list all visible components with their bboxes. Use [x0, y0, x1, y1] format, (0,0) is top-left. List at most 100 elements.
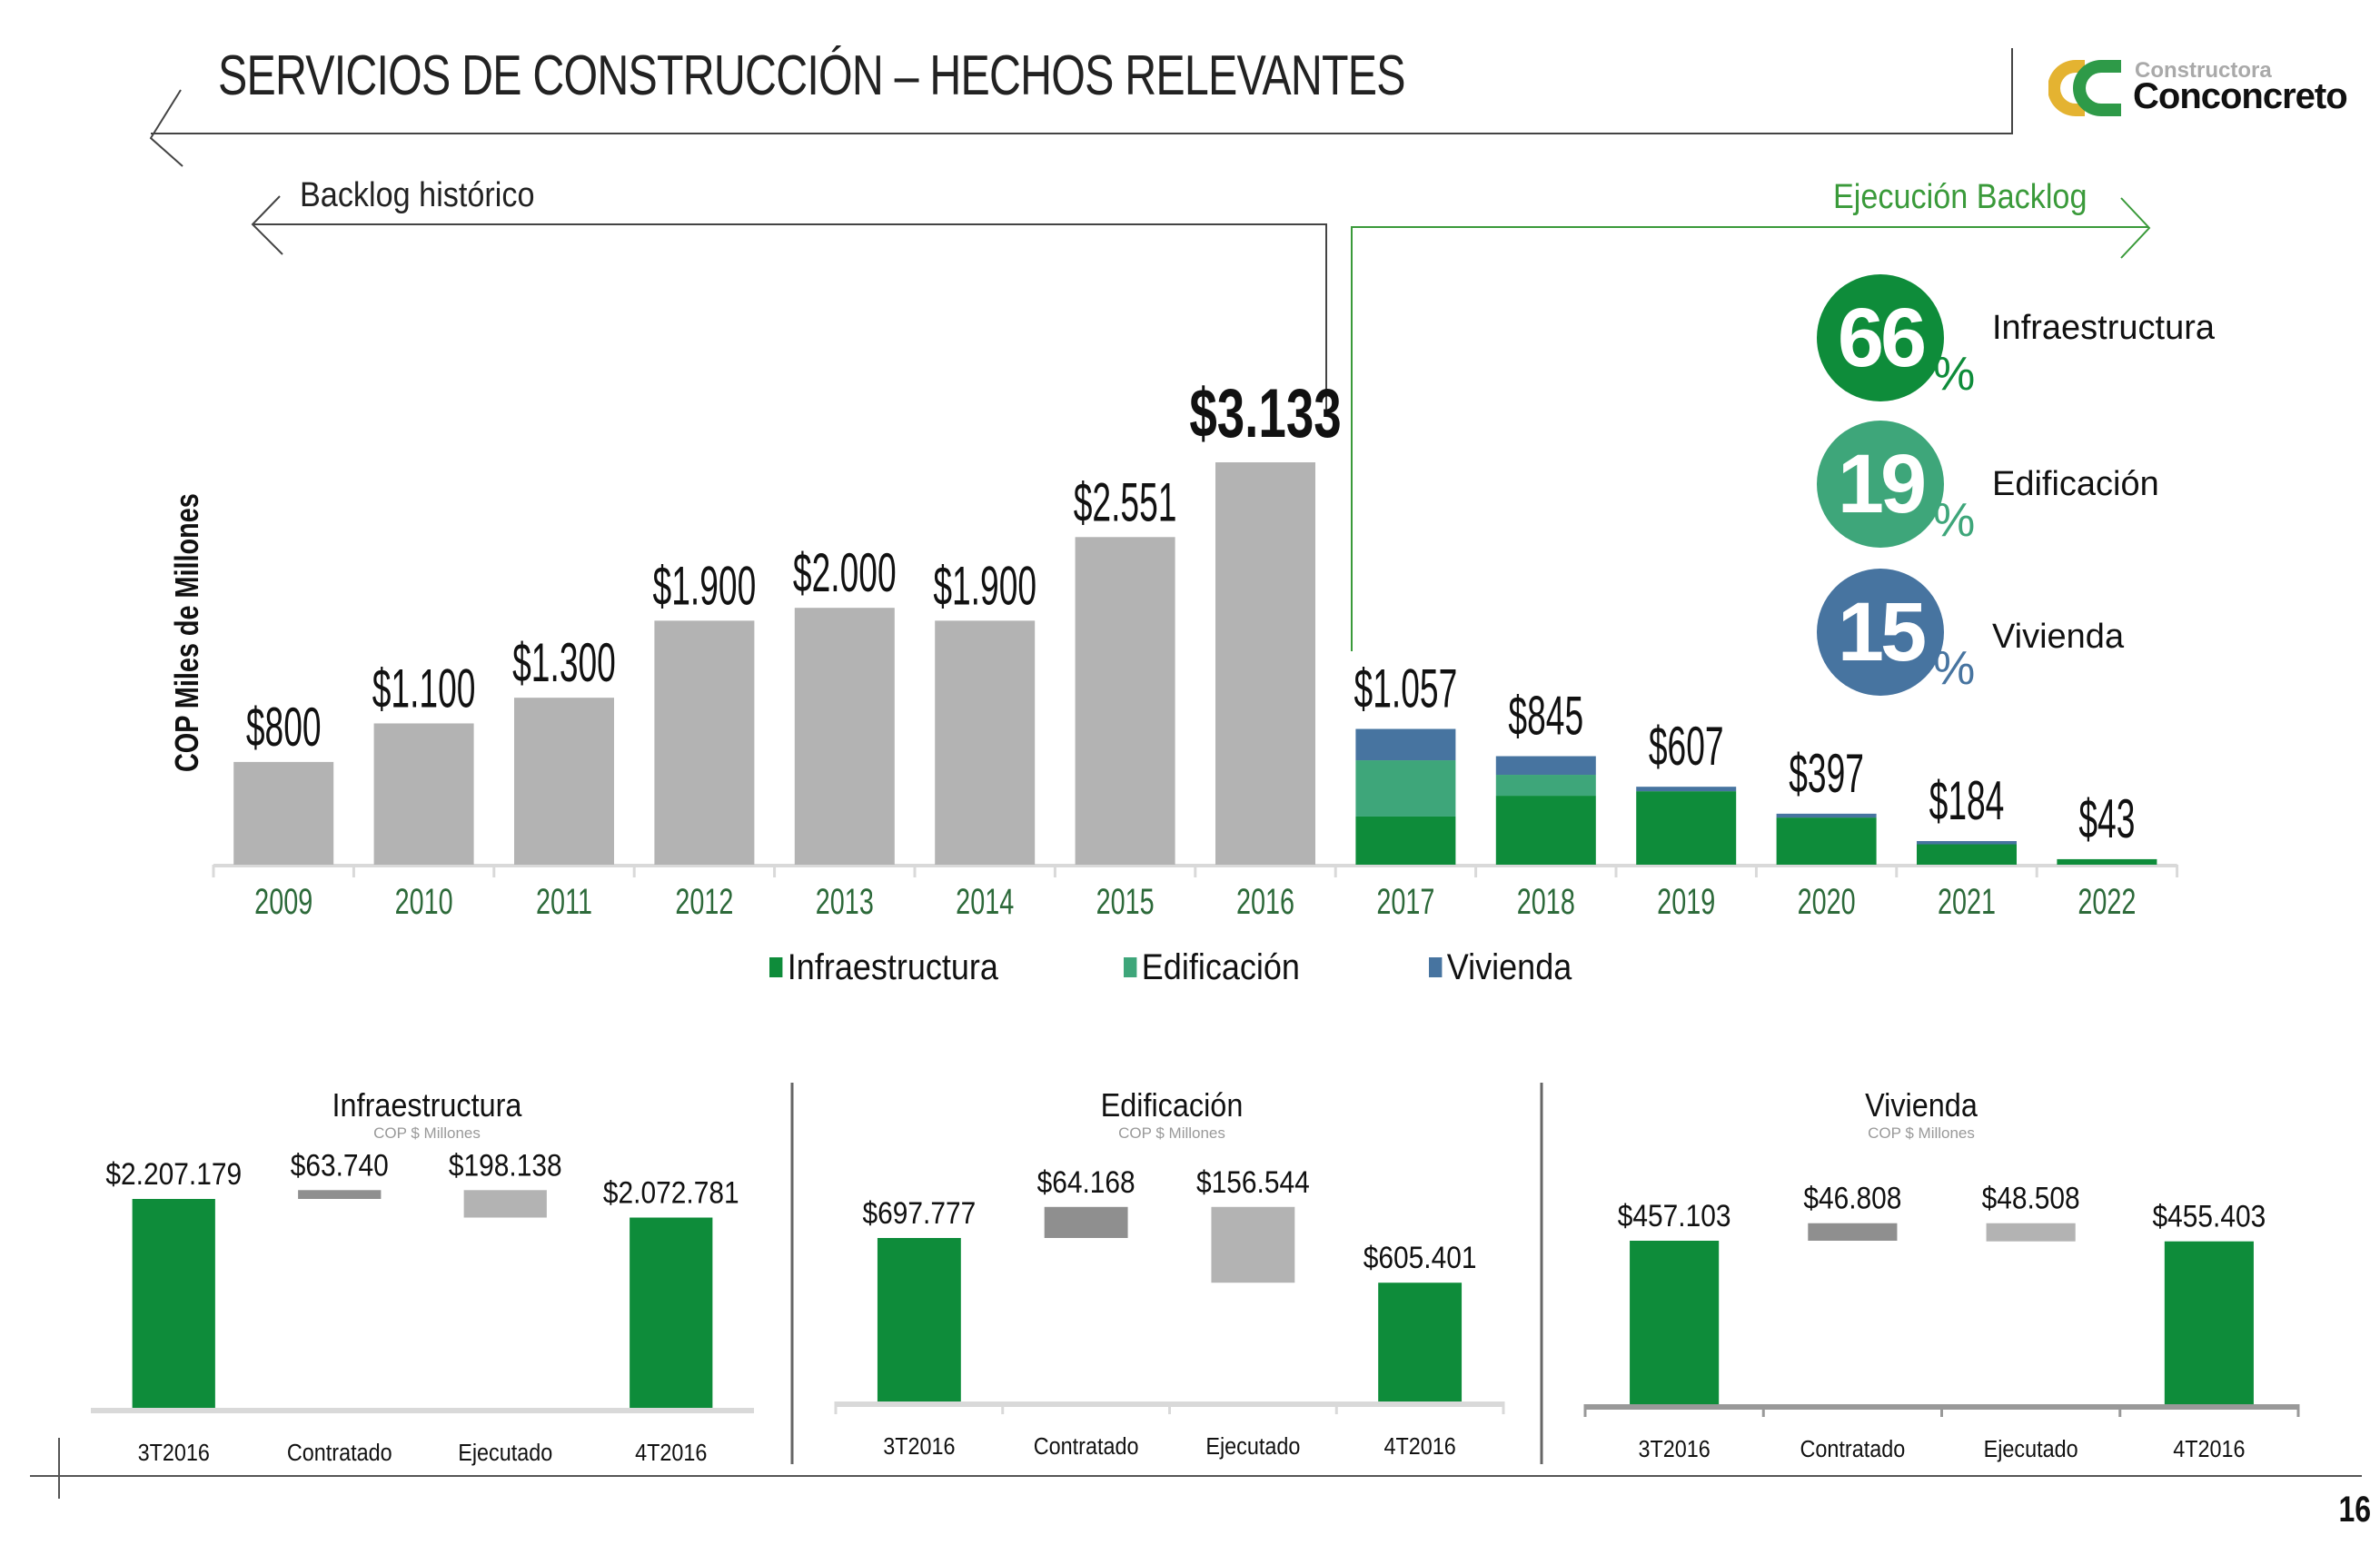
bar-value-label: $607: [1649, 716, 1724, 777]
opening-balance-bar: [1630, 1241, 1720, 1404]
contratado-bar: [1808, 1223, 1898, 1241]
waterfall-title-infraestructura: Infraestructura: [332, 1086, 522, 1124]
x-tick-label: 2020: [1798, 881, 1856, 922]
vivienda-segment: [1917, 840, 2017, 845]
header-arrow-line: [151, 48, 2013, 134]
waterfall-category-label: 4T2016: [1383, 1434, 1455, 1460]
percent-sign: %: [1933, 494, 1976, 547]
backlog-arrow-head: [251, 195, 283, 255]
vivienda-segment: [1776, 813, 1877, 818]
historic-bar: [794, 608, 895, 865]
waterfall-subtitle: COP $ Millones: [1868, 1124, 1975, 1142]
bar-value-label: $184: [1929, 770, 2005, 831]
ejecutado-bar: [1986, 1223, 2076, 1242]
edificacion-segment: [1355, 760, 1456, 817]
waterfall-category-label: Ejecutado: [1984, 1437, 2078, 1462]
vivienda-segment: [1495, 756, 1596, 776]
percent-sign: %: [1933, 642, 1976, 695]
waterfall-title-edificacion: Edificación: [1100, 1086, 1244, 1124]
infraestructura-segment: [1636, 791, 1737, 865]
backlog-arrow-line: [253, 223, 1327, 411]
x-tick-label: 2011: [536, 881, 592, 922]
waterfall-value-label: $46.808: [1803, 1181, 1901, 1215]
historic-bar: [514, 698, 614, 865]
waterfall-subtitle: COP $ Millones: [1118, 1124, 1225, 1142]
legend-swatch: [1429, 957, 1443, 977]
mix-percent-value: 15: [1837, 586, 1927, 678]
infraestructura-segment: [1776, 817, 1877, 865]
logo-name: Conconcreto: [2133, 76, 2348, 116]
bar-value-label: $2.000: [793, 542, 897, 603]
waterfall-category-label: Contratado: [1800, 1437, 1906, 1462]
page-title: SERVICIOS DE CONSTRUCCIÓN – HECHOS RELEV…: [218, 45, 1405, 107]
bar-value-label: $1.900: [933, 555, 1036, 616]
ejecutado-bar: [463, 1190, 547, 1218]
opening-balance-bar: [132, 1199, 215, 1408]
bar-value-label: $1.100: [372, 658, 476, 718]
waterfall-value-label: $2.207.179: [105, 1156, 242, 1191]
legend-item-edificacion: Edificación: [1124, 947, 1300, 988]
waterfall-value-label: $2.072.781: [603, 1175, 739, 1210]
bar-value-label: $800: [246, 697, 322, 758]
mix-percent-value: 19: [1837, 438, 1927, 530]
logo-cc-icon: [2048, 60, 2121, 116]
waterfall-category-label: Contratado: [1034, 1434, 1139, 1460]
mix-label: Vivienda: [1992, 618, 2125, 656]
mix-label: Edificación: [1992, 465, 2159, 503]
historic-bar: [373, 723, 474, 865]
ejecutado-bar: [1211, 1206, 1295, 1283]
legend-item-infraestructura: Infraestructura: [769, 947, 998, 988]
x-tick-label: 2019: [1657, 881, 1715, 922]
x-tick-label: 2021: [1938, 881, 1996, 922]
bar-value-label: $845: [1508, 685, 1583, 746]
waterfall-category-label: 3T2016: [883, 1434, 955, 1460]
vivienda-segment: [1636, 787, 1737, 792]
bar-value-label: $1.057: [1354, 658, 1458, 718]
x-tick-label: 2022: [2078, 881, 2136, 922]
waterfall-value-label: $697.777: [862, 1195, 976, 1230]
legend-item-vivienda: Vivienda: [1429, 947, 1572, 988]
mix-circle: 66 %: [1817, 274, 1975, 401]
legend-label: Vivienda: [1446, 947, 1572, 987]
closing-balance-bar: [2164, 1241, 2254, 1404]
bar-value-label: $2.551: [1074, 471, 1177, 532]
bar-value-label: $43: [2078, 788, 2135, 849]
historic-bar: [1075, 537, 1175, 865]
company-logo: Constructora Conconcreto: [2048, 56, 2357, 120]
x-tick-label: 2018: [1517, 881, 1575, 922]
waterfall-value-label: $48.508: [1982, 1181, 2080, 1215]
logo-subtitle: Constructora: [2135, 58, 2272, 83]
waterfall-value-label: $457.103: [1618, 1198, 1731, 1233]
bar-value-label: $1.900: [653, 555, 757, 616]
edificacion-segment: [1495, 775, 1596, 797]
mix-circle: 15 %: [1817, 569, 1975, 696]
waterfall-subtitle: COP $ Millones: [373, 1124, 481, 1142]
backlog-historic-label: Backlog histórico: [300, 176, 535, 214]
opening-balance-bar: [877, 1238, 961, 1401]
legend-label: Edificación: [1141, 947, 1300, 987]
x-tick-label: 2014: [956, 881, 1014, 922]
bar-value-label: $1.300: [512, 632, 616, 693]
infraestructura-segment: [2057, 858, 2157, 865]
page-number: 16: [2338, 1490, 2372, 1530]
legend-label: Infraestructura: [787, 947, 998, 987]
x-tick-label: 2009: [254, 881, 312, 922]
contratado-bar: [1044, 1206, 1128, 1238]
historic-bar: [935, 620, 1036, 865]
percent-sign: %: [1933, 348, 1976, 401]
historic-bar: [654, 620, 755, 865]
waterfall-category-label: 4T2016: [635, 1441, 707, 1466]
x-tick-label: 2016: [1236, 881, 1294, 922]
legend-swatch: [1124, 957, 1137, 977]
closing-balance-bar: [1378, 1283, 1463, 1401]
execution-backlog-label: Ejecución Backlog: [1833, 178, 2087, 216]
contratado-bar: [298, 1190, 382, 1199]
x-tick-label: 2013: [816, 881, 874, 922]
waterfall-value-label: $63.740: [291, 1147, 389, 1182]
waterfall-value-label: $605.401: [1364, 1240, 1477, 1274]
historic-bar: [1215, 462, 1315, 865]
execution-arrow-line: [1351, 226, 2148, 651]
